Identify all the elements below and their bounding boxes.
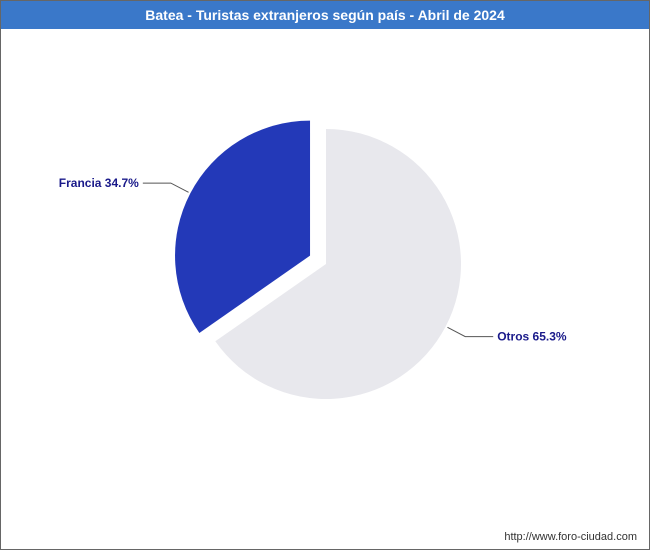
leader-line bbox=[143, 183, 189, 192]
chart-title: Batea - Turistas extranjeros según país … bbox=[1, 1, 649, 29]
slice-label-otros: Otros 65.3% bbox=[497, 330, 567, 344]
chart-area: Otros 65.3% Francia 34.7% bbox=[1, 29, 649, 519]
leader-line bbox=[447, 327, 493, 336]
slice-label-francia: Francia 34.7% bbox=[59, 176, 139, 190]
pie-chart: Otros 65.3% Francia 34.7% bbox=[1, 29, 650, 519]
source-url: http://www.foro-ciudad.com bbox=[504, 531, 637, 543]
